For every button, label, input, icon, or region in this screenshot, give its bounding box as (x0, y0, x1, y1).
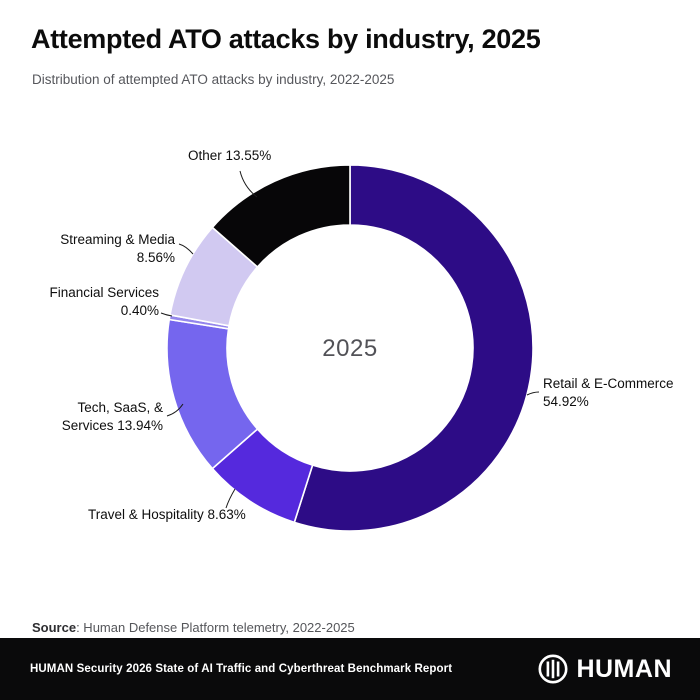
page-title: Attempted ATO attacks by industry, 2025 (31, 24, 541, 54)
slice-label-tech-saas-services: Tech, SaaS, & Services 13.94% (25, 399, 163, 435)
leader-line-retail (526, 391, 540, 396)
slice-label-line: Services 13.94% (61, 418, 163, 433)
donut-slice-retail-e-commerce[interactable] (293, 164, 534, 532)
slice-label-line: Retail & E-Commerce (543, 376, 674, 391)
slice-label-financial-services: Financial Services 0.40% (25, 284, 159, 320)
source-prefix: Source (32, 620, 77, 635)
human-brand-lockup: HUMAN (536, 652, 672, 686)
human-logo-icon (538, 654, 568, 684)
donut-center-label: 2025 (322, 335, 378, 362)
donut-slice-other[interactable] (211, 164, 351, 269)
slice-label-travel-hospitality: Travel & Hospitality 8.63% (88, 506, 246, 524)
footer-bar: HUMAN Security 2026 State of AI Traffic … (0, 638, 700, 700)
leader-line-other (239, 170, 258, 198)
human-brand-word: HUMAN (576, 654, 672, 683)
leader-line-travel (225, 488, 236, 509)
leader-line-streaming (178, 243, 194, 255)
slice-label-line: Streaming & Media (60, 232, 175, 247)
donut-slices (166, 164, 534, 532)
footer-report-title: HUMAN Security 2026 State of AI Traffic … (30, 663, 453, 675)
slice-label-streaming-media: Streaming & Media 8.56% (25, 231, 175, 267)
source-text: : Human Defense Platform telemetry, 2022… (76, 620, 355, 635)
leader-line-financial (160, 312, 173, 317)
slice-label-line: Travel & Hospitality 8.63% (88, 507, 246, 522)
slice-label-line: 0.40% (120, 303, 159, 318)
slice-label-line: 8.56% (136, 250, 175, 265)
slice-label-retail-ecommerce: Retail & E-Commerce 54.92% (543, 375, 674, 411)
leader-line-tech (166, 403, 184, 417)
page-subtitle: Distribution of attempted ATO attacks by… (32, 72, 395, 87)
slice-label-other: Other 13.55% (188, 147, 271, 165)
source-line: Source: Human Defense Platform telemetry… (32, 620, 355, 635)
slice-label-line: 54.92% (543, 394, 589, 409)
slice-label-line: Financial Services (49, 285, 159, 300)
slice-label-line: Other 13.55% (188, 148, 272, 163)
slice-label-line: Tech, SaaS, & (77, 400, 163, 415)
